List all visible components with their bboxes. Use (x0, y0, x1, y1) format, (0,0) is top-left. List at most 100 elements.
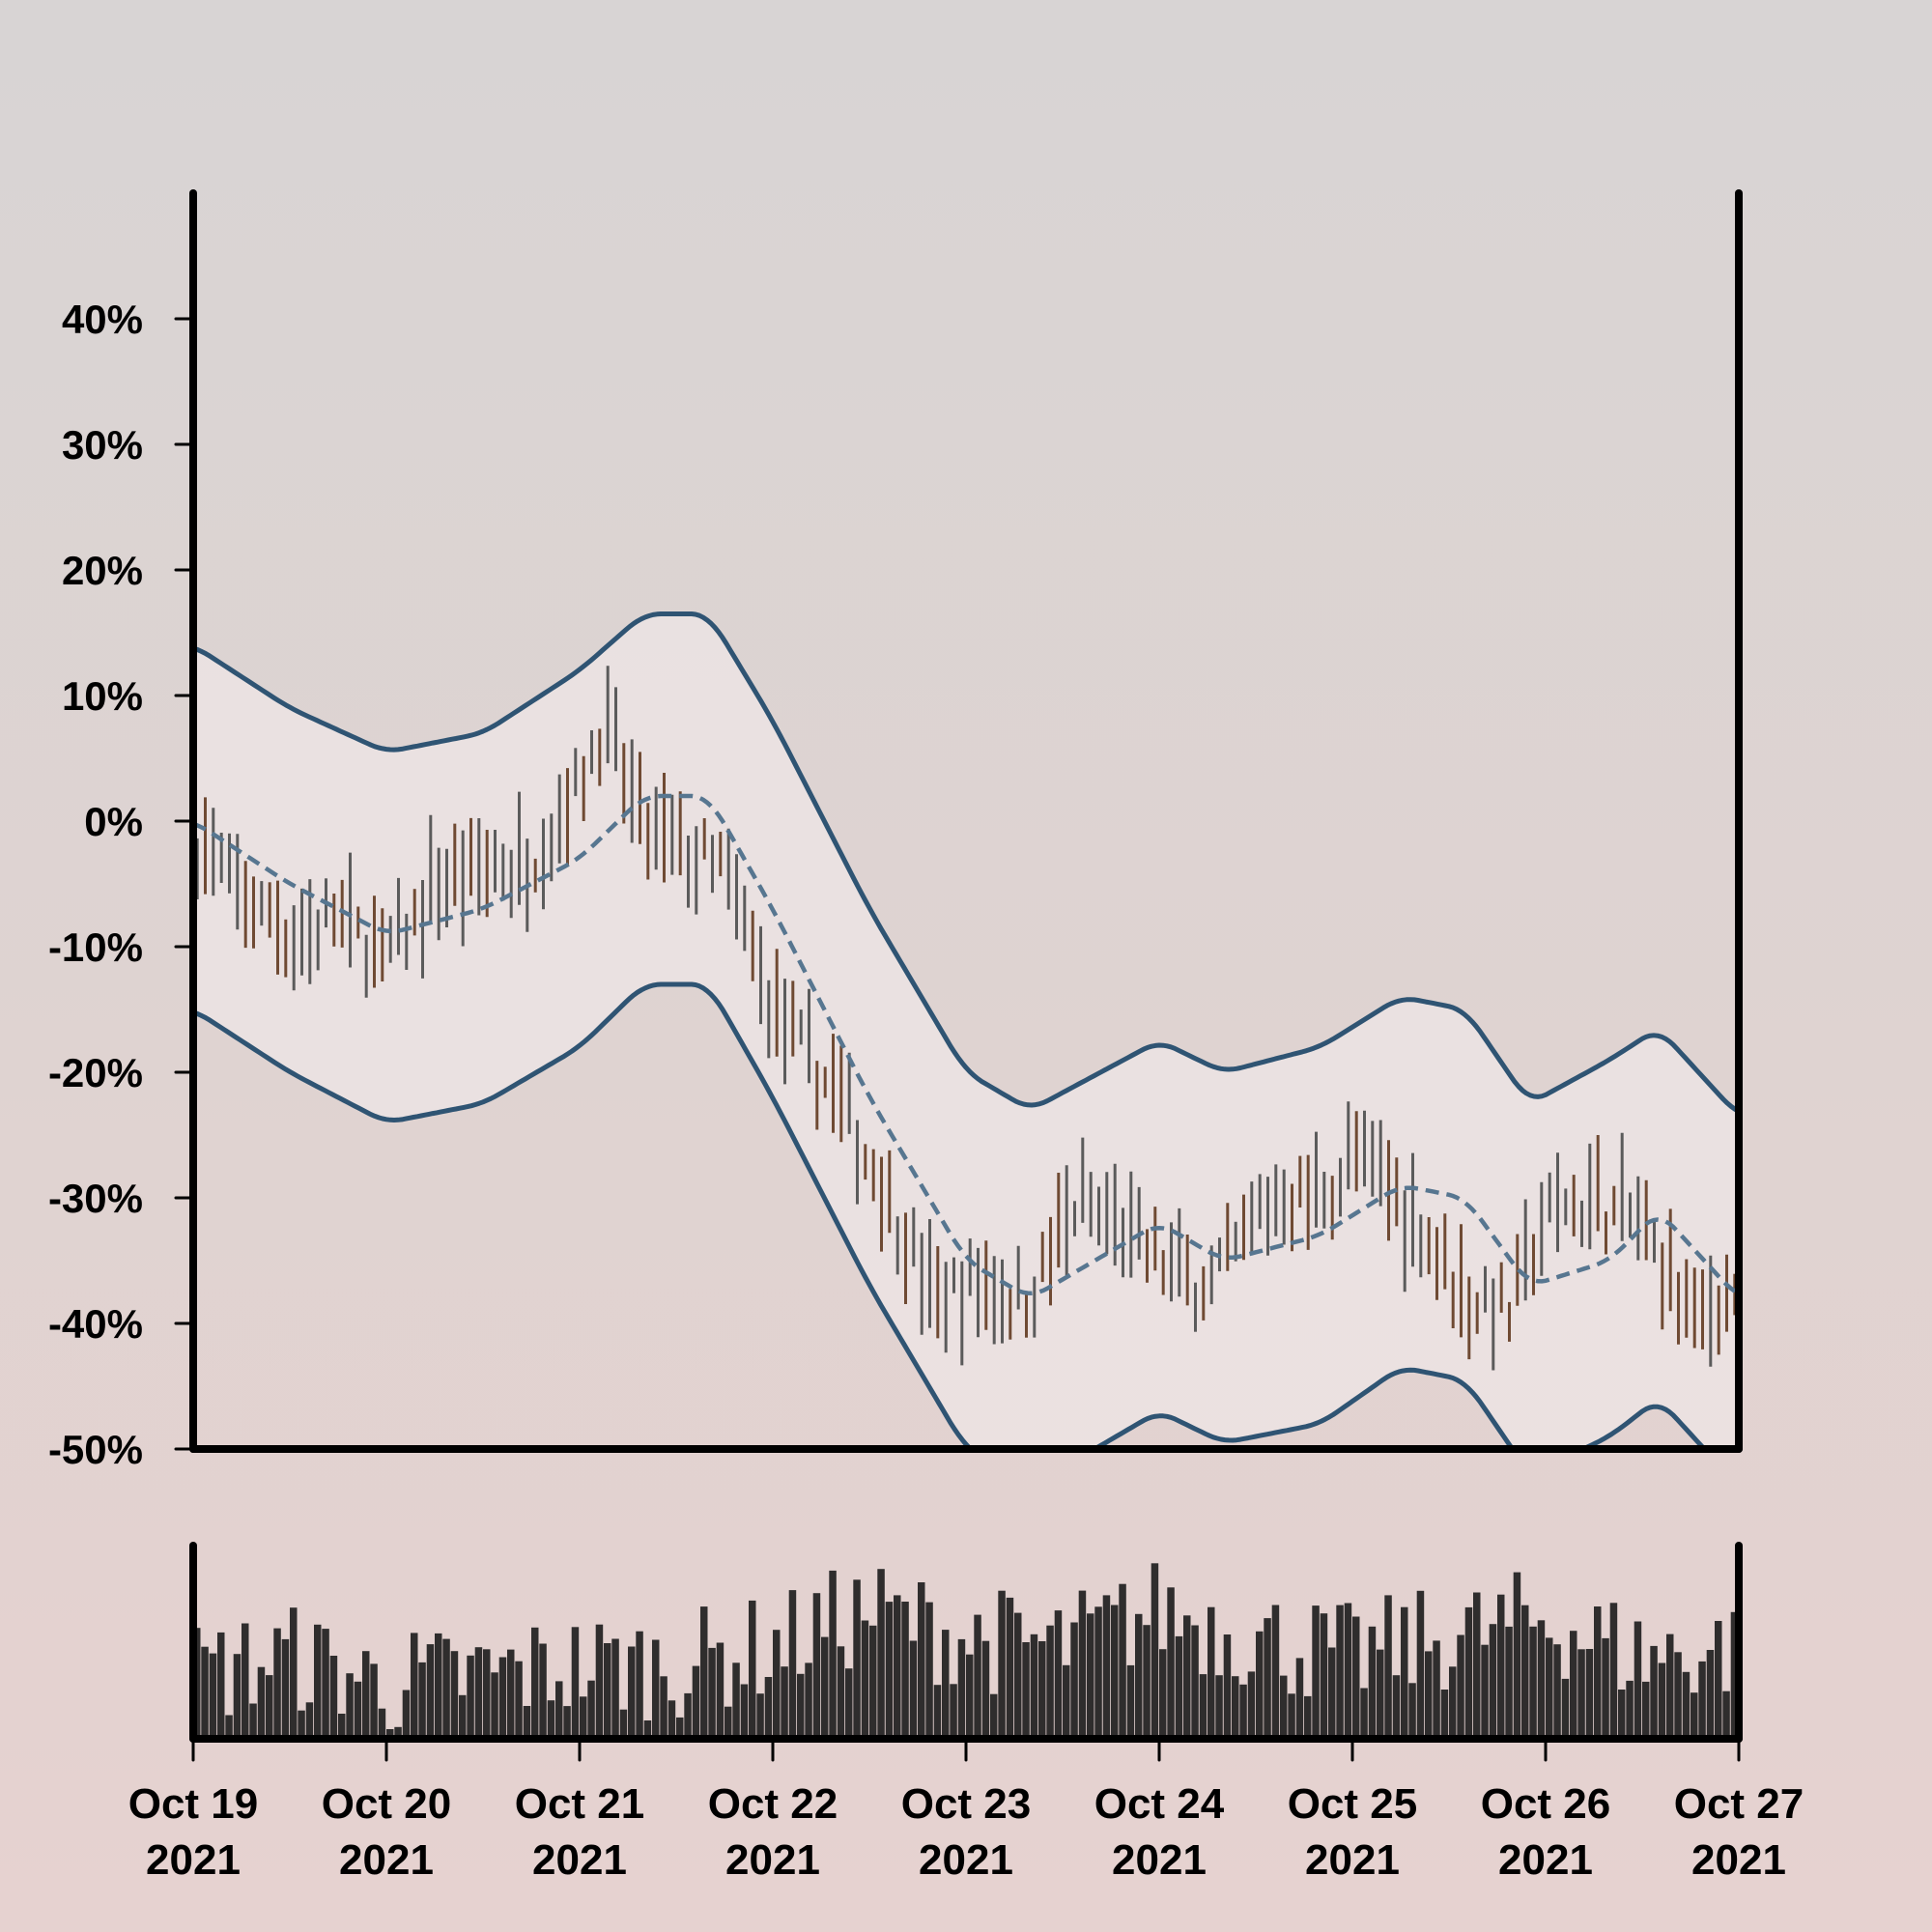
bollinger-band-layer (193, 613, 1739, 1449)
volume-bar (933, 1685, 942, 1739)
volume-bar (1271, 1605, 1280, 1739)
volume-bar (749, 1600, 756, 1739)
volume-bar (435, 1633, 442, 1739)
volume-bar (1328, 1647, 1336, 1739)
tick-labels: 40% 30% 20% 10% 0% -10% -20% -30% -40% -50% Oct 19… (48, 297, 1804, 1884)
volume-bar (1666, 1634, 1674, 1739)
volume-bar (281, 1638, 290, 1739)
volume-bar (1440, 1690, 1449, 1739)
volume-bar (1022, 1642, 1030, 1739)
x-tick-label-month: Oct 25 (1288, 1780, 1418, 1828)
volume-bar (1208, 1606, 1215, 1739)
x-tick-label-month: Oct 24 (1094, 1780, 1225, 1828)
volume-bar (764, 1677, 773, 1739)
volume-bar (966, 1654, 974, 1739)
volume-bar (981, 1640, 990, 1739)
volume-bar (1658, 1662, 1666, 1739)
volume-bar (652, 1639, 660, 1739)
volume-bar (1594, 1606, 1602, 1739)
y-tick-label: -50% (48, 1427, 143, 1472)
x-tick-label-year: 2021 (1691, 1836, 1786, 1884)
volume-bar (1304, 1695, 1312, 1739)
volume-bar (692, 1665, 700, 1739)
volume-bar (1183, 1615, 1191, 1739)
upper-band-line (193, 611, 1739, 1114)
volume-bar (266, 1675, 273, 1739)
x-tick-label-year: 2021 (1305, 1836, 1400, 1884)
volume-bar (1344, 1603, 1352, 1739)
x-tick-label-month: Oct 22 (708, 1780, 838, 1828)
volume-bar (724, 1706, 732, 1739)
volume-bar (523, 1706, 531, 1739)
volume-bar (418, 1662, 426, 1739)
volume-bar (1102, 1595, 1111, 1739)
volume-bar (1674, 1652, 1682, 1739)
x-tick-label-year: 2021 (725, 1836, 820, 1884)
volume-bar (950, 1684, 957, 1739)
volume-bar (1030, 1634, 1038, 1739)
volume-bar (1159, 1649, 1167, 1739)
volume-bar (1561, 1678, 1570, 1739)
volume-bar (1618, 1690, 1626, 1739)
volume-bar (1449, 1666, 1457, 1739)
volume-bar (716, 1642, 724, 1739)
volume-bar (1151, 1563, 1159, 1739)
volume-bar (894, 1595, 901, 1739)
volume-bar (1642, 1681, 1650, 1739)
volume-bar (1320, 1613, 1328, 1739)
volume-bar (942, 1630, 950, 1739)
volume-bar (1650, 1645, 1658, 1739)
volume-bar (273, 1628, 281, 1739)
volume-bar (853, 1579, 861, 1739)
volume-bar (225, 1715, 233, 1739)
volume-bar (1433, 1640, 1440, 1739)
volume-bar (1135, 1613, 1143, 1739)
y-tick-label: -20% (48, 1050, 143, 1095)
volume-bar (918, 1582, 925, 1739)
volume-bar (322, 1629, 329, 1739)
volume-bar (354, 1681, 362, 1739)
volume-bar (1126, 1664, 1135, 1739)
volume-bar (1094, 1606, 1102, 1739)
volume-bar (837, 1646, 845, 1739)
volume-bar (233, 1654, 242, 1739)
volume-bar (1078, 1590, 1087, 1739)
x-tick-label-year: 2021 (339, 1836, 434, 1884)
volume-bar (877, 1569, 885, 1739)
volume-bar (491, 1672, 498, 1739)
volume-bar (643, 1720, 652, 1739)
volume-bar (459, 1694, 467, 1739)
volume-bar (1191, 1625, 1199, 1739)
y-tick-label: -30% (48, 1176, 143, 1221)
volume-bar (998, 1590, 1006, 1739)
volume-bar (1384, 1595, 1392, 1739)
volume-bar (580, 1696, 587, 1739)
volume-bar (402, 1690, 411, 1739)
volume-bar (1546, 1637, 1553, 1739)
axes (174, 189, 1743, 1762)
volume-bar (370, 1663, 378, 1739)
volume-bar (1698, 1661, 1706, 1739)
volume-bar (611, 1638, 619, 1739)
volume-bar (314, 1624, 322, 1739)
volume-bar (531, 1627, 539, 1739)
volume-bar (1529, 1626, 1537, 1739)
x-tick-label-month: Oct 19 (128, 1780, 259, 1828)
volume-bar (329, 1656, 338, 1739)
volume-bar (547, 1700, 555, 1739)
volume-bar (411, 1633, 418, 1739)
volume-bar (507, 1649, 515, 1739)
volume-bar (563, 1706, 571, 1739)
volume-bar (1481, 1644, 1489, 1739)
volume-bar (1408, 1683, 1416, 1739)
x-tick-label-year: 2021 (532, 1836, 627, 1884)
volume-bar (1505, 1626, 1513, 1739)
volume-bar (1722, 1690, 1730, 1739)
volume-bar (990, 1693, 998, 1739)
volume-bar (1054, 1610, 1063, 1739)
volume-bar (1360, 1688, 1368, 1739)
volume-bar (1232, 1676, 1239, 1739)
volume-bar (305, 1702, 314, 1739)
volume-bar (1143, 1625, 1151, 1739)
volume-bar (394, 1726, 402, 1739)
